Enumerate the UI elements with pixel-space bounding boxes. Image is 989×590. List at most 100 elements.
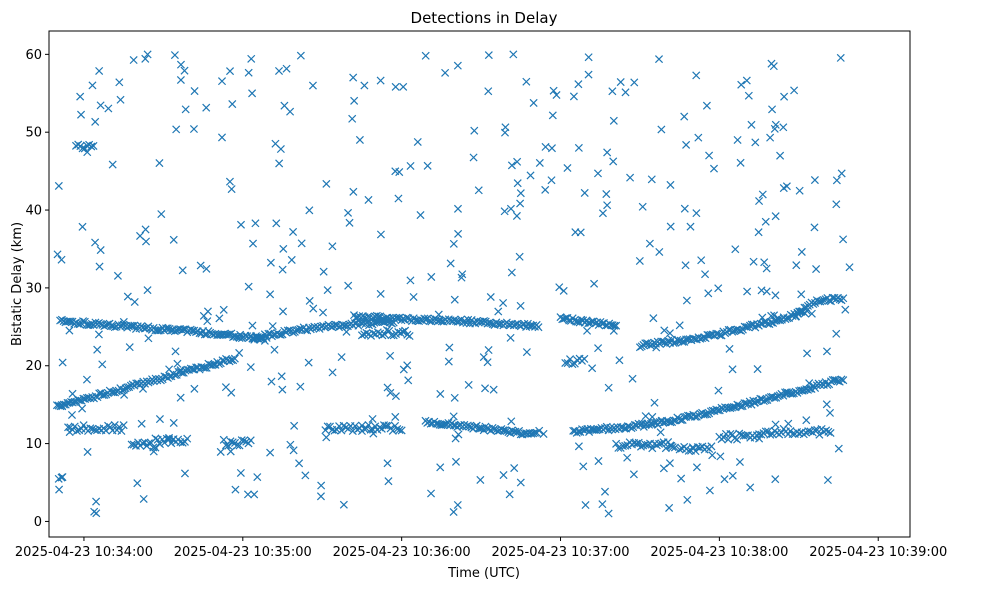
- y-axis-label: Bistatic Delay (km): [10, 222, 25, 346]
- detection-point: [450, 393, 459, 402]
- detection-point: [580, 188, 589, 197]
- detection-point: [749, 257, 758, 266]
- detection-point: [698, 334, 707, 343]
- detection-point: [451, 434, 460, 443]
- detection-point: [806, 427, 815, 436]
- detection-point: [444, 357, 453, 366]
- detection-point: [207, 361, 216, 370]
- detection-point: [96, 101, 105, 110]
- detection-point: [484, 346, 493, 355]
- detection-point: [77, 110, 86, 119]
- detection-point: [630, 78, 639, 87]
- detection-point: [744, 91, 753, 100]
- detection-point: [72, 426, 81, 436]
- detection-point: [494, 319, 503, 328]
- detection-point: [779, 123, 788, 132]
- detection-point: [280, 101, 289, 110]
- detection-point: [176, 393, 185, 402]
- detection-point: [78, 144, 87, 153]
- detection-point: [614, 443, 623, 452]
- detection-point: [782, 389, 791, 398]
- detection-point: [516, 199, 525, 208]
- detection-point: [802, 416, 811, 425]
- detection-point: [65, 428, 74, 437]
- detection-point: [83, 447, 92, 456]
- detection-point: [682, 296, 691, 305]
- detection-point: [248, 89, 257, 98]
- detection-point: [701, 270, 710, 279]
- detection-point: [391, 392, 400, 401]
- detection-point: [659, 464, 668, 473]
- detection-point: [180, 66, 189, 75]
- detection-point: [725, 344, 734, 353]
- detection-point: [138, 384, 148, 393]
- detection-point: [190, 87, 199, 96]
- detection-point: [692, 463, 701, 472]
- detection-point: [451, 457, 460, 466]
- detection-point: [692, 209, 701, 218]
- detection-point: [228, 100, 237, 109]
- detection-point: [561, 314, 570, 323]
- detection-point: [822, 400, 831, 409]
- detection-point: [583, 326, 592, 335]
- detection-point: [621, 88, 630, 97]
- detection-point: [645, 239, 654, 248]
- detection-point: [665, 503, 674, 512]
- detection-point: [296, 382, 305, 391]
- detection-point: [675, 445, 684, 454]
- detection-point: [225, 67, 235, 76]
- detection-point: [427, 489, 436, 498]
- detection-point: [594, 457, 603, 466]
- detection-point: [761, 427, 770, 436]
- detection-point: [641, 440, 650, 449]
- detection-point: [126, 321, 135, 330]
- detection-point: [342, 327, 351, 336]
- detection-point: [500, 128, 510, 137]
- detection-point: [139, 494, 148, 504]
- detection-point: [752, 397, 761, 406]
- detection-point: [383, 459, 392, 468]
- detection-point: [304, 358, 313, 367]
- detection-point: [777, 428, 786, 437]
- detection-point: [609, 326, 618, 335]
- detection-point: [405, 332, 414, 341]
- detection-point: [362, 328, 371, 337]
- detection-point: [226, 437, 235, 446]
- detection-point: [823, 475, 832, 485]
- detection-point: [494, 307, 503, 316]
- detection-point: [713, 406, 722, 415]
- detection-point: [231, 485, 240, 494]
- detection-point: [680, 112, 689, 121]
- detection-point: [766, 133, 775, 142]
- detection-point: [767, 311, 776, 320]
- detection-point: [203, 317, 212, 326]
- detection-point: [248, 321, 257, 330]
- detection-point: [183, 434, 192, 443]
- detection-point: [246, 363, 255, 372]
- detection-point: [549, 86, 558, 95]
- detection-point: [285, 326, 294, 335]
- detection-point: [784, 419, 793, 428]
- detection-point: [295, 459, 304, 468]
- detection-point: [141, 54, 150, 63]
- detection-point: [737, 80, 746, 89]
- detection-point: [762, 287, 771, 296]
- detection-point: [450, 295, 459, 304]
- detection-point: [805, 379, 814, 388]
- detection-point: [399, 365, 408, 374]
- detection-point: [826, 428, 835, 438]
- x-axis-label: Time (UTC): [447, 566, 520, 581]
- detection-point: [377, 424, 386, 433]
- detection-point: [423, 161, 432, 170]
- detection-point: [219, 435, 228, 444]
- detection-point: [267, 377, 276, 386]
- detection-point: [143, 286, 152, 295]
- detection-point: [394, 194, 403, 203]
- detection-point: [290, 421, 299, 430]
- detection-point: [253, 473, 262, 482]
- detection-point: [337, 353, 346, 362]
- detection-point: [771, 212, 780, 221]
- detection-point: [382, 421, 391, 430]
- detection-point: [436, 463, 445, 472]
- detection-point: [547, 144, 556, 153]
